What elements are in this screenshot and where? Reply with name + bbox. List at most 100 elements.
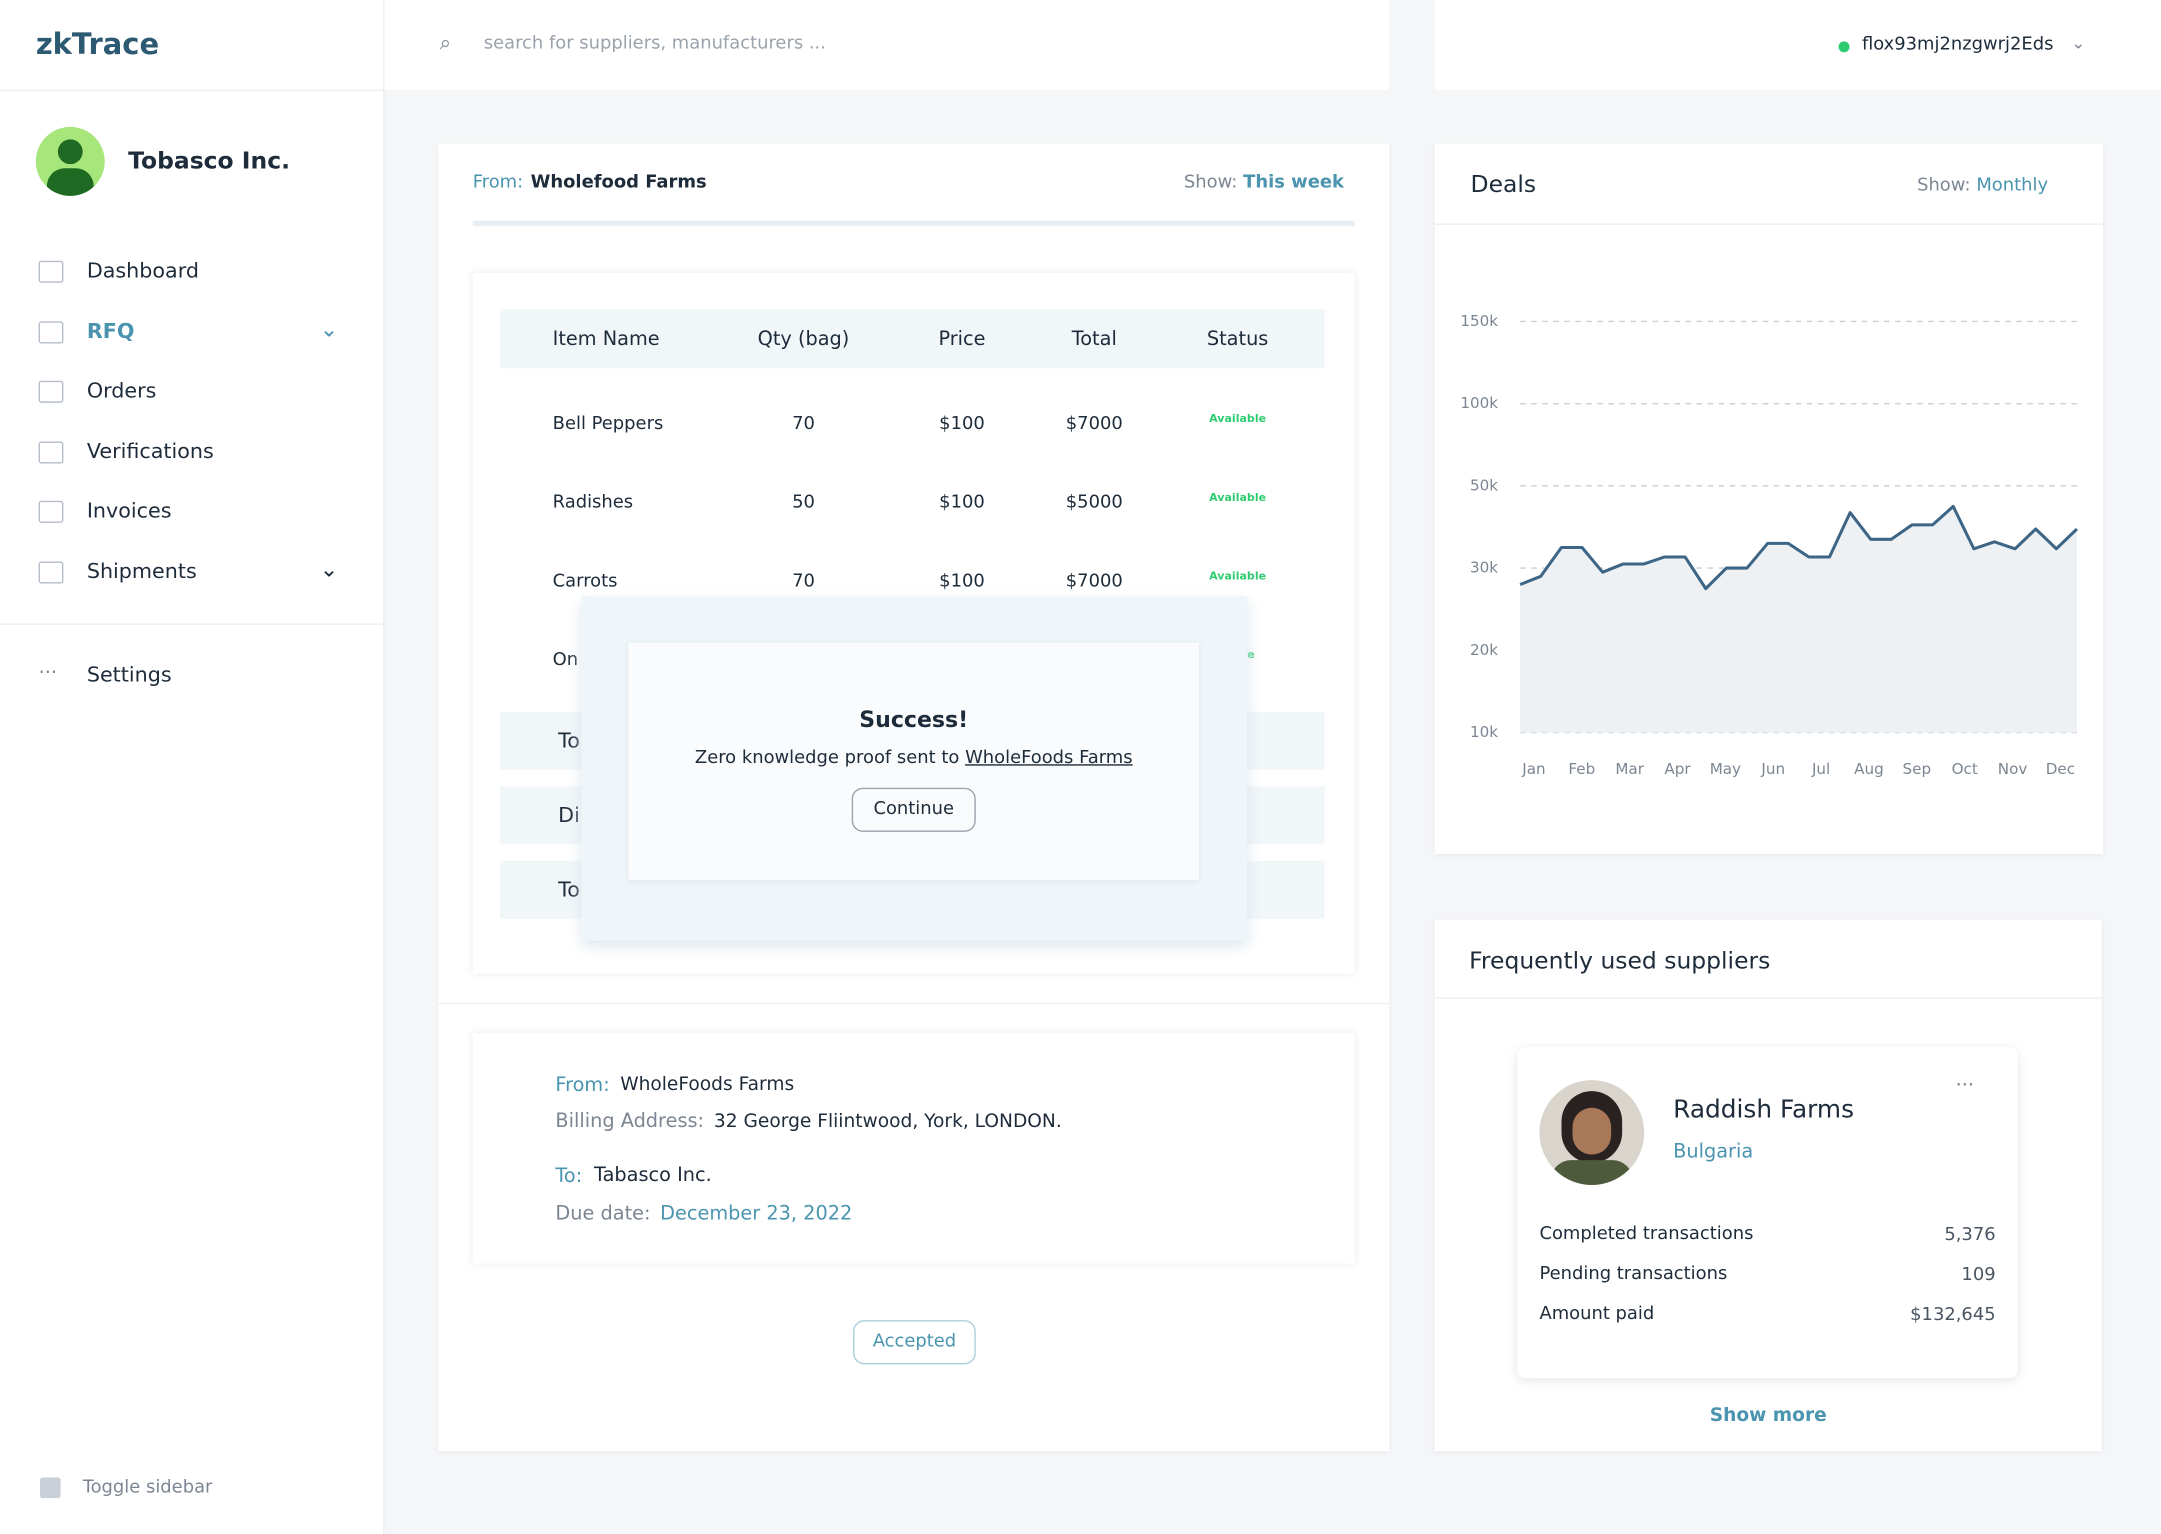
from: Wholefood Farms xyxy=(530,172,707,194)
text: Zero knowledge proof sent to xyxy=(694,747,960,769)
x-tick-label: Jul xyxy=(1811,760,1830,778)
modal: Success! Zero knowledge proof sent to Wh… xyxy=(628,642,1200,881)
status: Available xyxy=(1209,569,1267,583)
chevron[interactable]: ⌄ xyxy=(319,555,339,583)
nav-icon xyxy=(38,441,64,464)
nav-icon xyxy=(38,561,64,584)
invoice-card: From: WholeFoods Farms Billing Address: … xyxy=(472,1033,1355,1264)
cell: $100 xyxy=(939,571,985,592)
search-input[interactable]: search for suppliers, manufacturers ... xyxy=(483,33,826,54)
value: Tabasco Inc. xyxy=(594,1164,712,1187)
avatar xyxy=(35,126,105,196)
y-tick-label: 100k xyxy=(1460,394,1498,412)
x-tick-label: Feb xyxy=(1568,760,1595,778)
stat-value: $132,645 xyxy=(1910,1305,1996,1326)
column-header: Total xyxy=(1071,328,1117,351)
divider xyxy=(0,89,384,92)
cell: $100 xyxy=(939,492,985,514)
wallet[interactable]: flox93mj2nzgwrj2Eds xyxy=(1861,34,2054,56)
label: Show: xyxy=(1917,175,1971,196)
nav-item[interactable]: RFQ xyxy=(86,318,135,344)
sidebar: zkTrace Tobasco Inc. ··· Settings Toggle… xyxy=(0,0,385,1534)
filter[interactable]: This week xyxy=(1243,172,1344,194)
dropdown[interactable]: ⌄ xyxy=(2071,33,2086,53)
area xyxy=(1520,506,2077,733)
label: From: xyxy=(555,1074,610,1097)
cell: 70 xyxy=(792,413,815,435)
divider xyxy=(438,1002,1390,1005)
column-header: Item Name xyxy=(552,328,660,351)
x-tick-label: Jun xyxy=(1760,760,1785,778)
value: December 23, 2022 xyxy=(660,1202,853,1225)
cell: Bell Peppers xyxy=(552,413,664,435)
y-tick-label: 20k xyxy=(1470,641,1498,659)
nav-item[interactable]: Orders xyxy=(86,377,157,403)
stat-label: Completed transactions xyxy=(1539,1223,1754,1245)
column-header: Qty (bag) xyxy=(757,328,850,351)
cell: Carrots xyxy=(552,571,618,592)
suppliers-card: Frequently used suppliers ··· Raddish Fa… xyxy=(1434,920,2102,1452)
status: Available xyxy=(1209,491,1267,504)
chart-title: Deals xyxy=(1470,171,1537,199)
nav-item[interactable]: Dashboard xyxy=(86,257,199,283)
link[interactable]: WholeFoods Farms xyxy=(965,747,1133,769)
status-button[interactable]: Accepted xyxy=(853,1320,976,1365)
summary-label: To xyxy=(558,728,580,754)
modal-title: Success! xyxy=(859,706,969,733)
rfq-card: From: Wholefood Farms Show: This week It… xyxy=(438,143,1390,1452)
y-tick-label: 150k xyxy=(1460,312,1498,330)
brand: zkTrace xyxy=(35,27,160,61)
user-name: Tobasco Inc. xyxy=(128,147,291,176)
column-header: Status xyxy=(1206,328,1269,351)
divider xyxy=(0,623,384,625)
toggle-sidebar[interactable]: Toggle sidebar xyxy=(82,1477,213,1499)
x-tick-label: Aug xyxy=(1854,760,1884,778)
x-tick-label: Sep xyxy=(1903,760,1932,778)
filter[interactable]: Monthly xyxy=(1976,175,2049,196)
nav-item[interactable]: Invoices xyxy=(86,497,172,523)
column-header: Price xyxy=(938,328,986,351)
cell: On xyxy=(552,649,579,671)
cell: 50 xyxy=(792,492,815,514)
y-tick-label: 30k xyxy=(1470,559,1498,577)
x-tick-label: Mar xyxy=(1615,760,1644,778)
label: Billing Address: xyxy=(555,1110,705,1133)
nav-item[interactable]: Settings xyxy=(86,662,172,687)
modal-backdrop: Success! Zero knowledge proof sent to Wh… xyxy=(581,595,1248,941)
label: To: xyxy=(555,1165,583,1188)
nav-icon xyxy=(38,500,64,523)
chevron[interactable]: ⌄ xyxy=(319,315,339,343)
cell: $7000 xyxy=(1065,571,1123,592)
nav-icon xyxy=(38,380,64,403)
continue-button[interactable]: Continue xyxy=(851,787,976,832)
summary-label: Di xyxy=(558,802,580,828)
deals-card: Deals Show: Monthly 10k 20k 30k 50k 100k 150k… xyxy=(1434,143,2104,854)
label: Show: xyxy=(1183,172,1238,194)
nav-item[interactable]: Verifications xyxy=(86,438,214,464)
nav-item[interactable]: Shipments xyxy=(86,558,197,584)
supplier-country: Bulgaria xyxy=(1673,1140,1754,1163)
show-more[interactable]: Show more xyxy=(1709,1404,1827,1427)
divider xyxy=(1434,223,2104,225)
status-dot xyxy=(1838,41,1850,53)
menu[interactable]: ··· xyxy=(1955,1074,1975,1097)
supplier-card: ··· Raddish Farms Bulgaria Completed tra… xyxy=(1517,1047,2018,1379)
card-title: Frequently used suppliers xyxy=(1469,947,1771,976)
chart: 10k 20k 30k 50k 100k 150k Jan Feb Mar Apr May Jun Ju… xyxy=(1460,312,2078,778)
summary-label: To xyxy=(558,877,580,903)
modal-text: Zero knowledge proof sent to WholeFoods … xyxy=(628,748,1199,769)
search-bar: ⌕ search for suppliers, manufacturers ..… xyxy=(384,0,1390,90)
label: Due date: xyxy=(555,1202,651,1225)
progress xyxy=(472,220,1355,227)
toggle-icon xyxy=(39,1477,61,1499)
x-tick-label: Nov xyxy=(1998,760,2028,778)
x-tick-label: Dec xyxy=(2046,760,2075,778)
y-tick-label: 10k xyxy=(1470,723,1498,741)
line xyxy=(1519,504,2078,591)
cell: $100 xyxy=(939,413,985,435)
stat-label: Amount paid xyxy=(1539,1303,1655,1325)
supplier-name: Raddish Farms xyxy=(1673,1095,1855,1125)
x-tick-label: May xyxy=(1710,760,1741,778)
